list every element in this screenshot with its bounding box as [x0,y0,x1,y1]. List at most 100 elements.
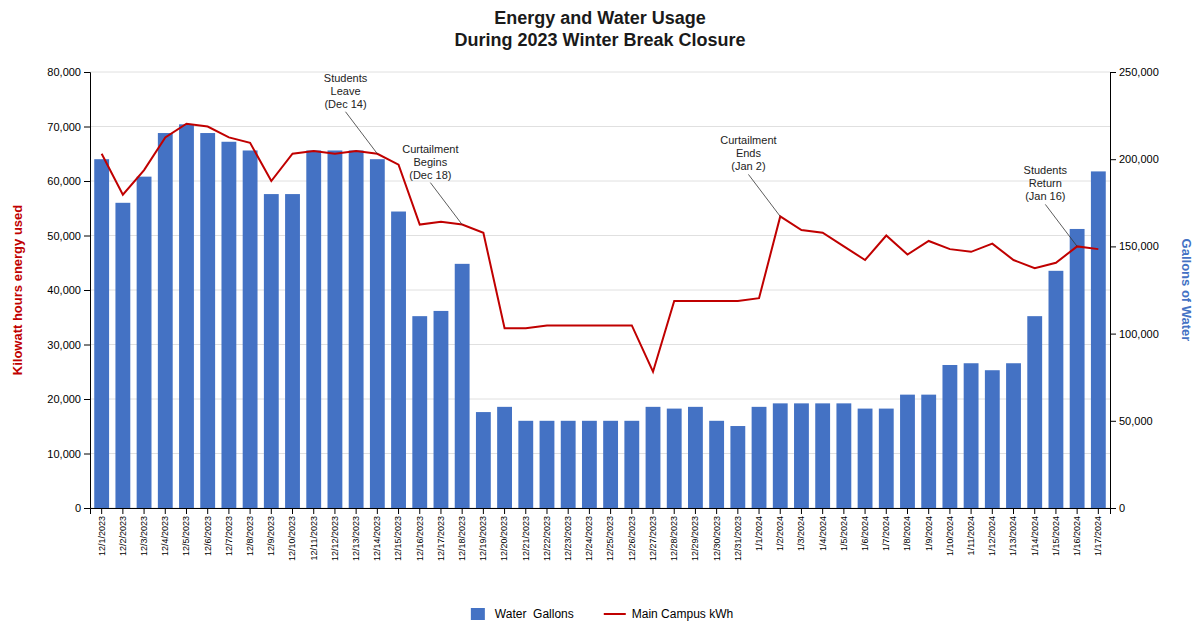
tick-label: 0 [75,502,81,514]
tick: 12/1/2023 [97,508,107,556]
tick: 1/17/2024 [1093,508,1103,556]
tick-label: 80,000 [47,66,81,78]
tick-label: 1/3/2024 [796,516,806,551]
bar [773,403,788,508]
tick-mark [653,508,654,514]
bar [115,203,130,508]
bar [879,409,894,508]
legend-item: Water Gallons [471,607,574,621]
tick: 20,000 [47,393,90,405]
tick: 30,000 [47,339,90,351]
tick: 1/3/2024 [796,508,806,551]
tick-label: 12/11/2023 [309,516,319,560]
tick-mark [992,508,993,514]
tick-mark [525,508,526,514]
tick-label: 1/10/2024 [945,516,955,556]
tick: 12/31/2023 [733,508,743,561]
bar [137,177,152,508]
annotation: StudentsLeave(Dec 14) [324,72,368,110]
tick-label: 12/28/2023 [669,516,679,561]
tick: 1/5/2024 [839,508,849,551]
marks [94,124,1106,508]
tick: 12/11/2023 [309,508,319,560]
tick-label: 60,000 [47,175,81,187]
bar [985,370,1000,508]
annotation-line [430,183,462,225]
tick: 200,000 [1110,153,1159,165]
tick-mark [122,508,123,514]
bar [349,150,364,508]
tick-mark [84,181,90,182]
tick: 50,000 [1110,415,1153,427]
tick: 40,000 [47,284,90,296]
annotation-line [1045,204,1077,246]
bar [964,363,979,508]
annotations: StudentsLeave(Dec 14) CurtailmentBegins(D… [324,72,1077,247]
tick: 1/6/2024 [860,508,870,551]
tick-label: 20,000 [47,393,81,405]
tick: 80,000 [47,66,90,78]
tick-mark [84,345,90,346]
tick-mark [843,508,844,514]
bar [200,133,215,508]
tick: 12/15/2023 [393,508,403,561]
tick: 12/30/2023 [712,508,722,561]
tick-label: 1/5/2024 [839,516,849,551]
tick-label: 12/22/2023 [542,516,552,561]
tick-mark [1098,508,1099,514]
annotation: CurtailmentBegins(Dec 18) [402,143,458,181]
tick-mark [186,508,187,514]
bar [1070,229,1085,508]
tick: 12/6/2023 [203,508,213,556]
tick: 12/25/2023 [605,508,615,561]
tick-mark [1110,72,1116,73]
bar [688,407,703,508]
tick: 12/12/2023 [330,508,340,561]
tick-mark [568,508,569,514]
tick-label: 12/16/2023 [415,516,425,561]
bar [264,194,279,508]
bar [942,365,957,508]
bar [328,150,343,508]
y-axis-title: Kilowatt hours energy used [10,205,25,376]
x-axis: 12/1/202312/2/202312/3/202312/4/202312/5… [91,508,1111,561]
tick-label: 12/13/2023 [351,516,361,561]
tick: 12/22/2023 [542,508,552,561]
tick: 12/17/2023 [436,508,446,561]
tick: 0 [75,502,90,514]
tick-label: 1/1/2024 [754,516,764,551]
line [102,124,1099,372]
tick: 12/28/2023 [669,508,679,561]
tick-label: 12/9/2023 [266,516,276,556]
tick-label: 12/24/2023 [584,516,594,561]
tick: 1/14/2024 [1030,508,1040,556]
y2-axis: 050,000100,000150,000200,000250,000 [1110,66,1159,514]
tick-mark [716,508,717,514]
tick-label: 12/18/2023 [457,516,467,561]
tick-label: 1/7/2024 [881,516,891,551]
tick-mark [84,399,90,400]
tick: 1/1/2024 [754,508,764,551]
axis-line [1111,73,1117,509]
tick-label: 0 [1119,502,1125,514]
tick-label: 12/4/2023 [160,516,170,556]
bar [1027,316,1042,508]
bar [518,421,533,508]
legend-label: Water Gallons [495,607,574,621]
bar [1091,171,1106,508]
tick-mark [546,508,547,514]
y2-axis-title: Gallons of Water [1179,239,1194,342]
bar [1006,363,1021,508]
tick-label: 12/8/2023 [245,516,255,556]
tick-mark [1077,508,1078,514]
tick: 0 [1110,502,1125,514]
bar [561,421,576,508]
bar [624,421,639,508]
bar [709,421,724,508]
tick-mark [84,236,90,237]
bar [497,407,512,508]
tick-label: 12/26/2023 [627,516,637,561]
bar [794,403,809,508]
tick: 1/8/2024 [902,508,912,551]
tick: 12/18/2023 [457,508,467,561]
